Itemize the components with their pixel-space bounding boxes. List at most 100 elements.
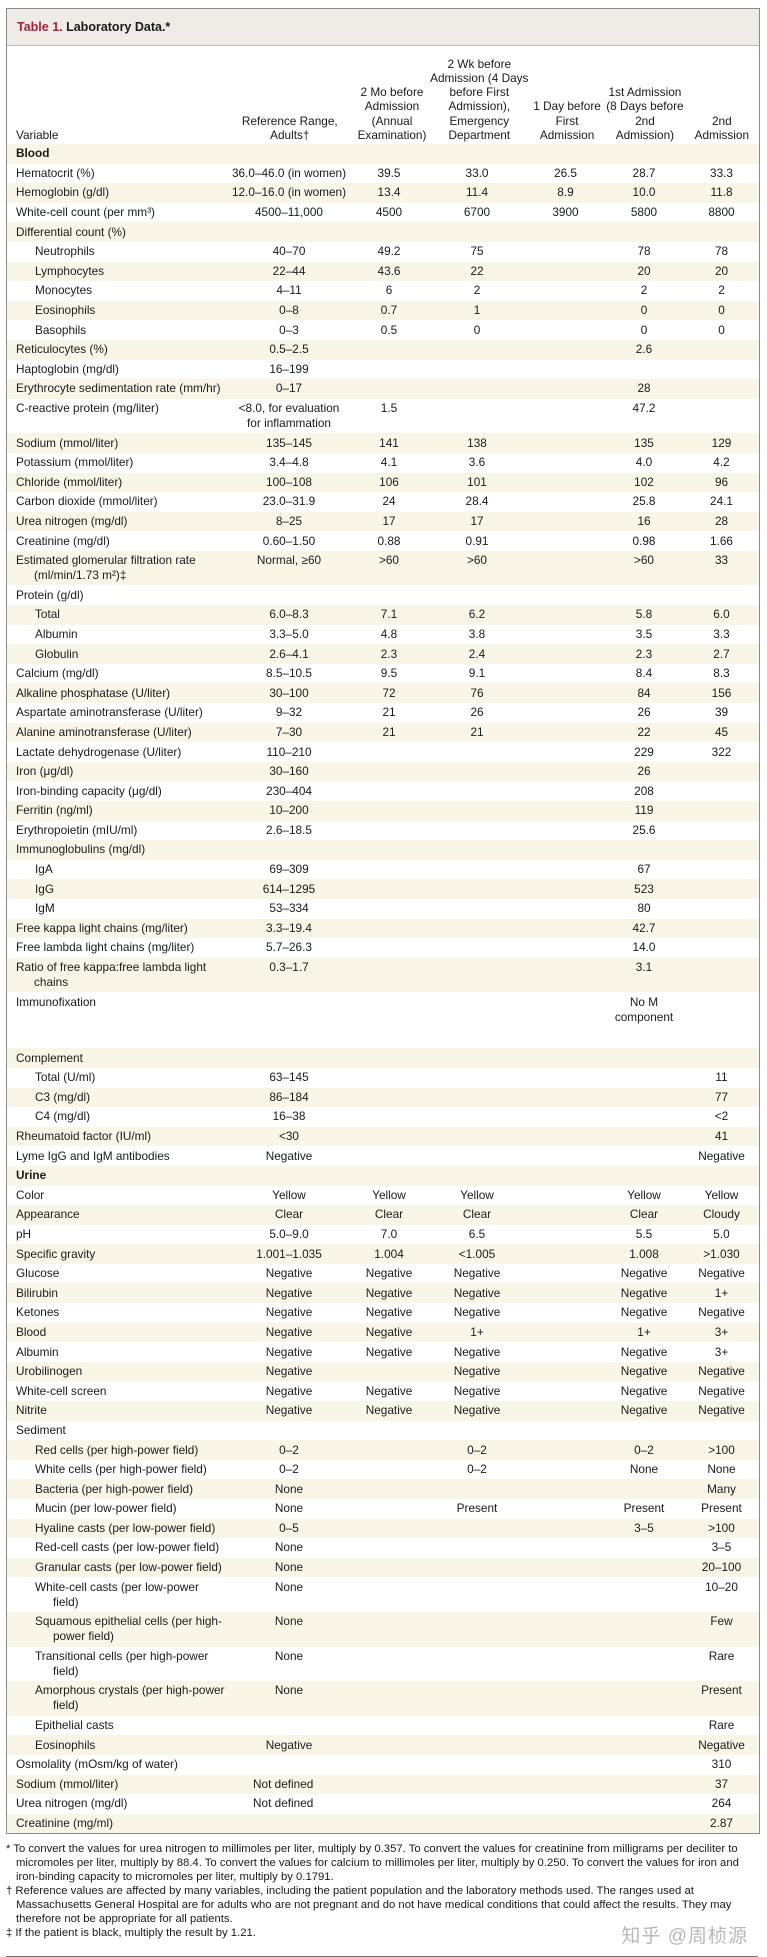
cell-value: 101 [467, 474, 487, 489]
cell-reference-range: 4–11 [227, 281, 351, 301]
cell-reference-range: Negative [227, 1283, 351, 1303]
cell-1st-admission: 78 [604, 242, 684, 262]
cell-value: >100 [708, 1520, 735, 1535]
row-label: Iron (μg/dl) [16, 764, 74, 779]
cell-2nd-admission: 2.7 [684, 644, 759, 664]
table-row: Immunofixation No M component [7, 992, 759, 1048]
cell-value: 6700 [463, 205, 491, 220]
table-row: Ferritin (ng/ml) 10–200 119 [7, 801, 759, 821]
cell-2mo-before [351, 1499, 427, 1519]
cell-1day-before [527, 625, 604, 645]
cell-2nd-admission [684, 340, 759, 360]
cell-2wk-before [427, 1048, 527, 1068]
cell-variable: Free lambda light chains (mg/liter) [7, 938, 227, 958]
cell-value: Present [701, 1683, 742, 1698]
cell-1st-admission [604, 1775, 684, 1795]
cell-reference-range: 9–32 [227, 703, 351, 723]
row-label: Total (U/ml) [35, 1070, 96, 1085]
row-label: Total [35, 607, 60, 622]
cell-value: 53–334 [269, 901, 309, 916]
row-label: Erythrocyte sedimentation rate (mm/hr) [16, 381, 221, 396]
cell-value: >100 [708, 1442, 735, 1457]
cell-reference-range: 3.3–19.4 [227, 919, 351, 939]
cell-2wk-before [427, 742, 527, 762]
cell-value: 2.87 [710, 1816, 733, 1831]
cell-1st-admission: None [604, 1460, 684, 1480]
cell-value: Negative [265, 1364, 313, 1379]
cell-2mo-before: Negative [351, 1401, 427, 1421]
cell-variable: Hematocrit (%) [7, 164, 227, 184]
table-row: Rheumatoid factor (IU/ml) <30 41 [7, 1126, 759, 1147]
cell-value: 9.1 [468, 666, 486, 681]
cell-1st-admission: 25.8 [604, 492, 684, 512]
cell-reference-range: 12.0–16.0 (in women) [227, 183, 351, 203]
cell-value: 11 [715, 1070, 728, 1085]
cell-value: Negative [453, 1364, 501, 1379]
cell-variable: Urea nitrogen (mg/dl) [7, 512, 227, 532]
cell-2mo-before: 106 [351, 473, 427, 493]
cell-reference-range [227, 1814, 351, 1834]
cell-variable: Red-cell casts (per low-power field) [7, 1538, 227, 1558]
row-label: Transitional cells (per high-power field… [35, 1648, 209, 1678]
cell-reference-range: Negative [227, 1362, 351, 1382]
table-row: Osmolality (mOsm/kg of water) 310 [7, 1755, 759, 1775]
cell-1st-admission: 22 [604, 723, 684, 743]
cell-1st-admission [604, 1755, 684, 1775]
cell-2nd-admission: 39 [684, 703, 759, 723]
cell-2wk-before: 9.1 [427, 664, 527, 684]
cell-variable: Albumin [7, 1342, 227, 1362]
cell-2nd-admission [684, 992, 759, 1048]
table-row: Bilirubin Negative Negative Negative Negativ… [7, 1283, 759, 1304]
cell-2wk-before [427, 379, 527, 399]
row-label: Creatinine (mg/dl) [16, 533, 110, 548]
cell-value: >60 [633, 553, 654, 568]
cell-value: 33 [714, 553, 729, 568]
table-row: Glucose Negative Negative Negative Negative N… [7, 1264, 759, 1284]
table-row: Carbon dioxide (mmol/liter) 23.0–31.9 24 28… [7, 492, 759, 512]
cell-reference-range: Negative [227, 1264, 351, 1284]
cell-1day-before [527, 742, 604, 762]
cell-2nd-admission: Negative [684, 1362, 759, 1382]
cell-2wk-before [427, 1538, 527, 1558]
cell-1day-before [527, 703, 604, 723]
cell-variable: Total (U/ml) [7, 1068, 227, 1088]
row-label: Blood [16, 146, 50, 161]
cell-2mo-before: 6 [351, 281, 427, 301]
cell-2wk-before: >60 [427, 551, 527, 586]
cell-2mo-before: 2.3 [351, 644, 427, 664]
cell-value: Negative [620, 1285, 668, 1300]
cell-2wk-before [427, 821, 527, 841]
cell-variable: Immunofixation [7, 992, 227, 1048]
cell-2mo-before: 43.6 [351, 262, 427, 282]
cell-1day-before [527, 1342, 604, 1362]
cell-variable: Monocytes [7, 281, 227, 301]
row-label: Sediment [16, 1422, 66, 1437]
row-label: Lyme IgG and IgM antibodies [16, 1148, 170, 1163]
cell-1day-before [527, 1264, 604, 1284]
cell-2wk-before [427, 958, 527, 993]
cell-value: Negative [698, 1403, 745, 1418]
cell-2wk-before [427, 899, 527, 919]
table-row: Ketones Negative Negative Negative Negative N… [7, 1303, 759, 1323]
cell-2wk-before [427, 1755, 527, 1775]
cell-2mo-before [351, 585, 427, 605]
cell-2nd-admission: <2 [684, 1107, 759, 1127]
cell-value: <2 [714, 1109, 729, 1124]
cell-value: 11.8 [710, 185, 733, 200]
row-label: Appearance [16, 1207, 80, 1222]
cell-variable: Ferritin (ng/ml) [7, 801, 227, 821]
row-label: pH [16, 1226, 32, 1241]
cell-value: 2.4 [468, 646, 486, 661]
table-row: Specific gravity 1.001–1.035 1.004 <1.005 1.… [7, 1244, 759, 1264]
cell-variable: Blood [7, 1323, 227, 1343]
cell-value: 30–160 [269, 764, 309, 779]
cell-variable: Alkaline phosphatase (U/liter) [7, 683, 227, 703]
cell-value: None [274, 1560, 304, 1575]
cell-1st-admission [604, 1612, 684, 1647]
cell-2nd-admission: >100 [684, 1440, 759, 1460]
cell-reference-range: 3.3–5.0 [227, 625, 351, 645]
cell-value: 100–108 [266, 474, 312, 489]
cell-value: 6.2 [468, 607, 486, 622]
cell-value: 6.0–8.3 [269, 607, 309, 622]
cell-1st-admission [604, 585, 684, 605]
